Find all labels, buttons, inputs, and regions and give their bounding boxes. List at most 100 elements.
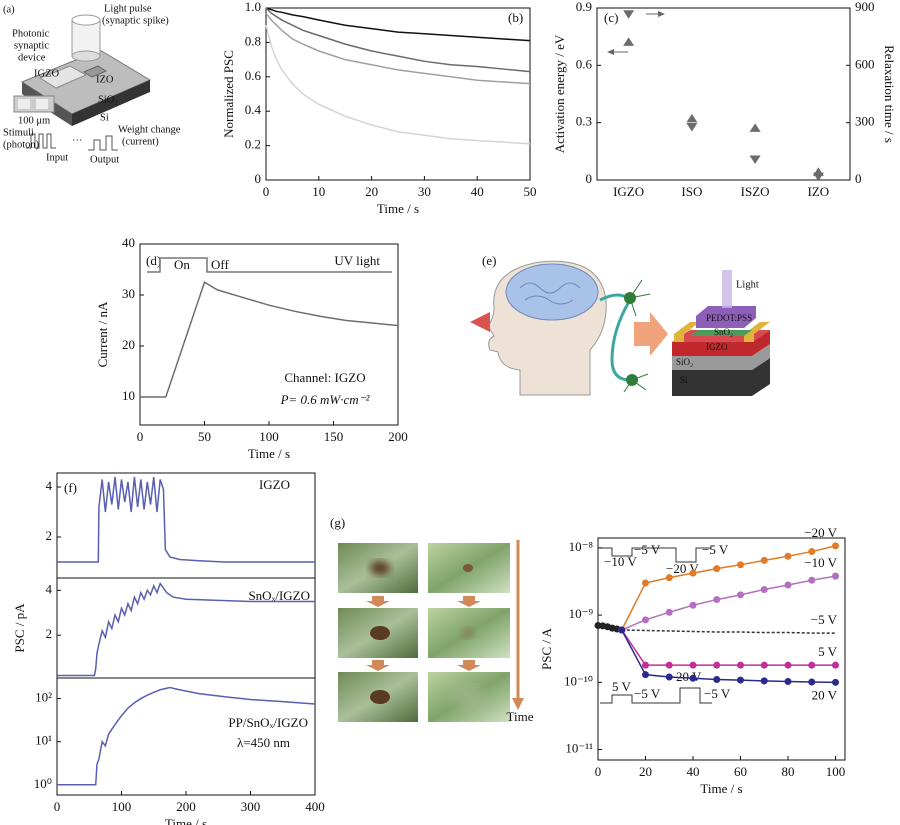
x-tick-label: 60 bbox=[734, 764, 747, 779]
arrow bbox=[457, 596, 481, 607]
data-point bbox=[784, 581, 792, 589]
data-point bbox=[713, 596, 721, 604]
label: PEDOT:PSS bbox=[706, 313, 752, 323]
x-tick-label: 50 bbox=[198, 429, 211, 444]
label: (current) bbox=[122, 136, 159, 147]
label: Input bbox=[46, 152, 68, 163]
diagram-a: (a) Photonic synaptic device Light pulse… bbox=[3, 3, 181, 165]
x-tick-label: 300 bbox=[241, 799, 261, 814]
x-axis-label: Time / s bbox=[165, 816, 207, 825]
data-point bbox=[642, 671, 649, 679]
data-point bbox=[832, 542, 839, 550]
panel-label: (f) bbox=[64, 480, 77, 495]
y-tick-label: 10² bbox=[35, 690, 52, 705]
data-point bbox=[760, 677, 768, 685]
x-tick-label: 20 bbox=[365, 184, 378, 199]
annotation: 5 V bbox=[612, 679, 632, 694]
y-tick-label: 10¹ bbox=[35, 733, 52, 748]
panel-label: (a) bbox=[3, 4, 15, 15]
panel-label: (b) bbox=[508, 10, 523, 25]
label: SnO₂ bbox=[714, 327, 733, 337]
panel-label: (g) bbox=[330, 515, 345, 530]
x-tick-label: 30 bbox=[418, 184, 431, 199]
x-axis-label: Time / s bbox=[377, 201, 419, 216]
y-tick-label: 2 bbox=[46, 528, 53, 543]
label: Weight change bbox=[118, 124, 181, 135]
label: Time bbox=[507, 709, 534, 724]
plot-frame bbox=[265, 7, 531, 181]
y-tick-label: 10⁰ bbox=[34, 776, 52, 791]
y2-tick-label: 300 bbox=[855, 114, 875, 129]
layer-igzo bbox=[672, 330, 770, 356]
data-point bbox=[737, 676, 744, 684]
x-tick-label: 0 bbox=[263, 184, 270, 199]
data-point bbox=[623, 37, 635, 46]
series-line bbox=[621, 629, 836, 666]
arrow bbox=[457, 660, 481, 671]
data-point bbox=[832, 661, 839, 669]
output-pulses bbox=[88, 135, 118, 151]
data-point bbox=[623, 10, 635, 19]
label: (synaptic spike) bbox=[102, 15, 169, 26]
image-subject bbox=[370, 561, 390, 575]
x-tick-label: ISZO bbox=[741, 184, 770, 199]
layer-sno2 bbox=[690, 330, 752, 336]
series-label: −5 V bbox=[811, 612, 838, 627]
y-axis-label: Activation energy / eV bbox=[552, 34, 567, 153]
x-tick-label: 400 bbox=[305, 799, 325, 814]
y-tick-label: 10⁻¹⁰ bbox=[564, 673, 593, 688]
annotation: IGZO bbox=[259, 477, 290, 492]
y-tick-label: 0 bbox=[586, 171, 593, 186]
series-line bbox=[265, 25, 531, 145]
label: IGZO bbox=[706, 342, 728, 352]
data-point bbox=[713, 565, 721, 573]
y-tick-label: 0.9 bbox=[576, 0, 592, 14]
data-point bbox=[642, 579, 649, 587]
y-tick-label: 2 bbox=[46, 626, 53, 641]
annotation: P= 0.6 mW·cm⁻² bbox=[280, 392, 371, 407]
layer-pedot bbox=[696, 306, 756, 328]
y2-axis-label: Relaxation time / s bbox=[882, 45, 897, 143]
annotation: 20 V bbox=[676, 669, 702, 684]
arrow bbox=[366, 596, 390, 607]
panel-label: (d) bbox=[146, 253, 161, 268]
pulse-inset bbox=[600, 687, 712, 704]
series-line bbox=[57, 582, 315, 677]
series-line bbox=[621, 629, 836, 684]
label: Light bbox=[736, 279, 759, 290]
electrode bbox=[674, 322, 700, 342]
y-tick-label: 0.8 bbox=[245, 33, 261, 48]
data-point bbox=[665, 661, 673, 669]
data-point bbox=[689, 674, 697, 682]
data-point bbox=[642, 616, 649, 624]
light-step bbox=[147, 257, 392, 273]
annotation: On bbox=[174, 257, 190, 272]
y-tick-label: 0.4 bbox=[245, 102, 262, 117]
data-point bbox=[812, 172, 824, 182]
layer-sio2 bbox=[672, 344, 770, 370]
arrow bbox=[366, 660, 390, 671]
y-tick-label: 0.3 bbox=[576, 114, 592, 129]
data-point bbox=[760, 556, 768, 564]
annotation: −5 V bbox=[634, 542, 661, 557]
plot-frame bbox=[597, 537, 846, 761]
label: IZO bbox=[96, 74, 114, 85]
channel bbox=[38, 65, 88, 89]
data-point bbox=[618, 626, 626, 634]
annotation: −5 V bbox=[704, 686, 731, 701]
image-subject bbox=[463, 564, 473, 572]
y2-tick-label: 600 bbox=[855, 56, 875, 71]
data-point bbox=[808, 678, 816, 686]
label: Output bbox=[90, 154, 119, 165]
data-point bbox=[689, 569, 697, 577]
plot-frame bbox=[596, 7, 851, 181]
series-line bbox=[621, 629, 836, 634]
image-subject bbox=[370, 626, 390, 640]
data-point bbox=[689, 661, 697, 669]
data-point bbox=[686, 113, 698, 123]
time-arrowhead bbox=[512, 698, 524, 710]
label: ··· bbox=[72, 135, 83, 146]
x-tick-label: ISO bbox=[681, 184, 702, 199]
data-point bbox=[665, 574, 673, 582]
